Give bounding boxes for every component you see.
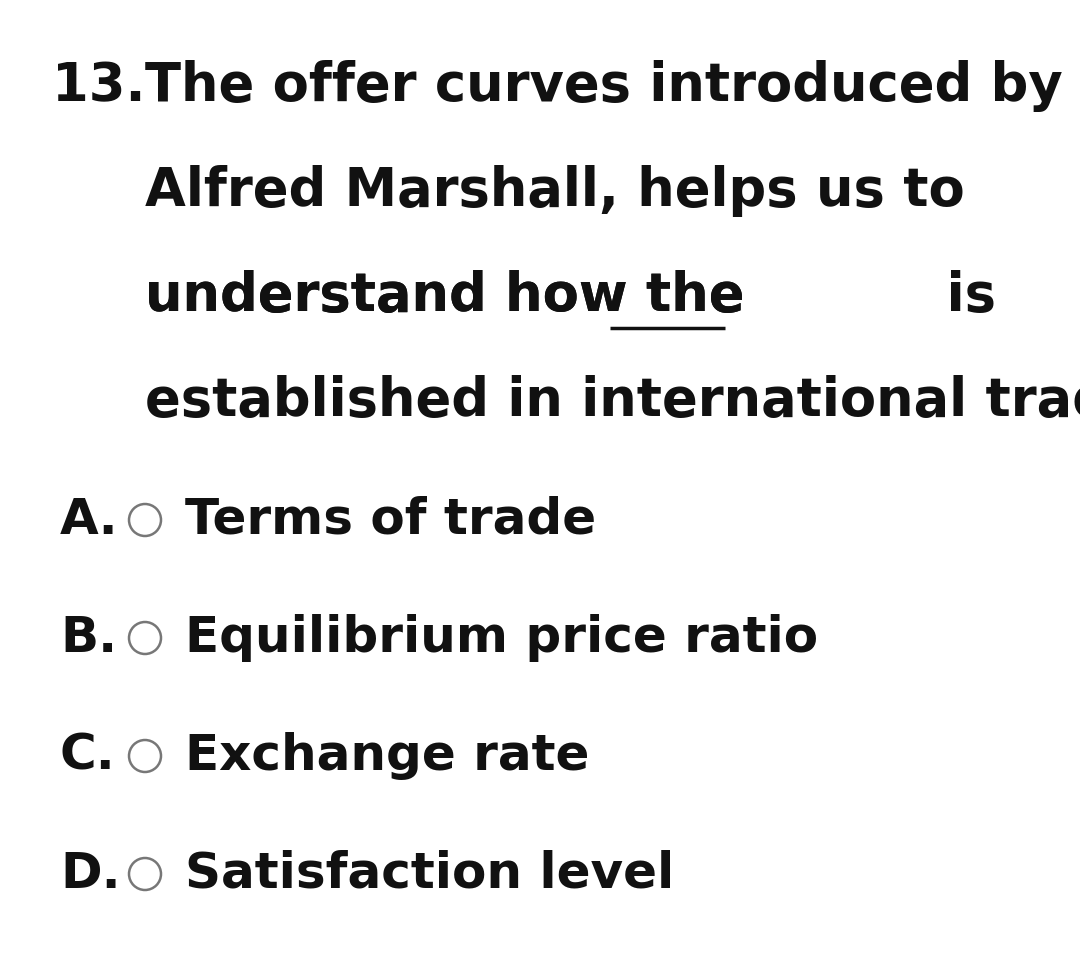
Text: established in international trade.: established in international trade. [145,375,1080,427]
Text: B.: B. [60,614,117,662]
Text: 13.: 13. [52,60,146,112]
Circle shape [129,858,161,890]
Circle shape [129,504,161,536]
Text: A.: A. [60,496,119,544]
Text: Equilibrium price ratio: Equilibrium price ratio [185,614,819,662]
Text: Alfred Marshall, helps us to: Alfred Marshall, helps us to [145,165,964,217]
Circle shape [129,740,161,772]
Text: Satisfaction level: Satisfaction level [185,850,674,898]
Text: C.: C. [60,732,116,780]
Text: Exchange rate: Exchange rate [185,732,590,780]
Text: D.: D. [60,850,121,898]
Text: The offer curves introduced by: The offer curves introduced by [145,60,1063,112]
Text: understand how the: understand how the [145,270,762,322]
Circle shape [129,622,161,654]
Text: understand how the           is: understand how the is [145,270,996,322]
Text: Terms of trade: Terms of trade [185,496,596,544]
